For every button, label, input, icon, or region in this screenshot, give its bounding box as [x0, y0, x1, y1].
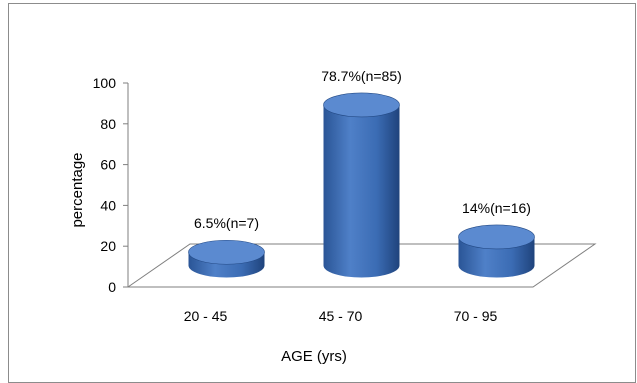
data-label: 6.5%(n=7) — [194, 215, 259, 231]
y-tick-label: 100 — [93, 75, 117, 91]
x-tick-label: 45 - 70 — [319, 308, 363, 324]
chart-frame — [8, 3, 636, 383]
x-axis-title: AGE (yrs) — [281, 348, 347, 365]
bar-top — [323, 92, 400, 118]
bar — [323, 92, 400, 278]
y-tick-label: 60 — [100, 157, 116, 173]
y-tick-label: 80 — [100, 116, 116, 132]
x-tick-label: 20 - 45 — [184, 308, 228, 324]
bars — [188, 92, 535, 278]
data-label: 14%(n=16) — [462, 200, 531, 216]
y-axis-title: percentage — [69, 152, 86, 227]
x-tick-label: 70 - 95 — [454, 308, 498, 324]
y-tick-label: 40 — [100, 197, 116, 213]
bar — [188, 239, 265, 278]
bar-top — [188, 239, 265, 265]
y-axis — [123, 82, 533, 288]
bar-body — [323, 104, 400, 278]
bar — [458, 224, 535, 278]
y-tick-label: 0 — [108, 279, 116, 295]
y-tick-label: 20 — [100, 238, 116, 254]
x-tick-labels: 20 - 45 45 - 70 70 - 95 — [184, 308, 498, 324]
bar-top — [458, 224, 535, 250]
data-labels: 6.5%(n=7) 78.7%(n=85) 14%(n=16) — [194, 68, 531, 231]
y-tick-labels: 0 20 40 60 80 100 — [93, 75, 117, 295]
data-label: 78.7%(n=85) — [321, 68, 402, 84]
